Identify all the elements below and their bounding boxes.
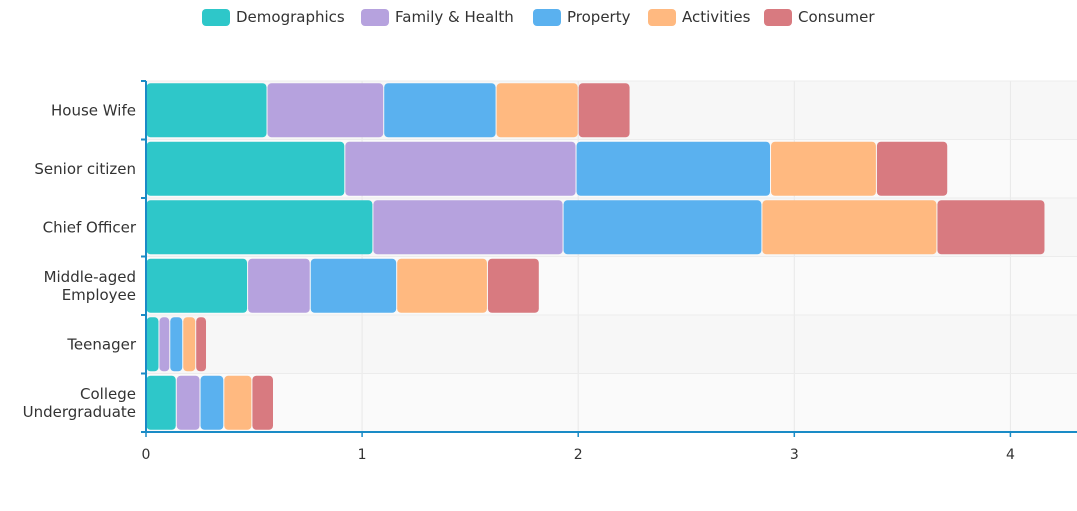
bar-property-teenager — [170, 317, 183, 372]
legend-label-family-and-health: Family & Health — [395, 8, 514, 26]
x-tick-label-1: 1 — [358, 447, 367, 463]
legend-swatch-family-and-health — [361, 8, 389, 26]
legend-swatch-demographics — [202, 8, 230, 26]
bar-property-college-undergraduate — [200, 375, 224, 430]
bar-demographics-house-wife — [146, 83, 267, 138]
bar-family-and-health-chief-officer — [373, 200, 563, 255]
x-tick-label-2: 2 — [574, 447, 583, 463]
legend: Demographics Family & Health Property Activ… — [0, 4, 1077, 30]
legend-item-demographics[interactable]: Demographics — [202, 4, 345, 30]
bar-demographics-senior-citizen — [146, 141, 345, 196]
bar-demographics-middle-aged-employee — [146, 258, 248, 313]
band-5 — [146, 373, 1077, 432]
x-tick-label-4: 4 — [1006, 447, 1015, 463]
bar-family-and-health-house-wife — [267, 83, 384, 138]
y-tick-label-middle-aged-employee: Middle-aged Employee — [44, 268, 136, 304]
y-tick-label-house-wife: House Wife — [51, 101, 136, 119]
bar-property-middle-aged-employee — [310, 258, 397, 313]
bar-consumer-senior-citizen — [876, 141, 948, 196]
bar-property-house-wife — [384, 83, 496, 138]
bar-family-and-health-college-undergraduate — [176, 375, 200, 430]
bar-family-and-health-senior-citizen — [345, 141, 576, 196]
y-tick-label-senior-citizen: Senior citizen — [34, 160, 136, 178]
legend-item-family-and-health[interactable]: Family & Health — [361, 4, 514, 30]
bar-property-chief-officer — [563, 200, 762, 255]
bar-activities-chief-officer — [762, 200, 937, 255]
bar-consumer-teenager — [196, 317, 207, 372]
bar-property-senior-citizen — [576, 141, 771, 196]
legend-label-activities: Activities — [682, 8, 751, 26]
x-tick-label-3: 3 — [790, 447, 799, 463]
legend-item-consumer[interactable]: Consumer — [764, 4, 875, 30]
legend-label-property: Property — [567, 8, 631, 26]
bar-activities-college-undergraduate — [224, 375, 252, 430]
bar-consumer-middle-aged-employee — [487, 258, 539, 313]
bar-activities-senior-citizen — [771, 141, 876, 196]
bar-activities-house-wife — [496, 83, 578, 138]
bar-consumer-college-undergraduate — [252, 375, 273, 430]
bar-demographics-college-undergraduate — [146, 375, 176, 430]
y-tick-label-college-undergraduate: College Undergraduate — [23, 385, 136, 421]
bar-activities-teenager — [183, 317, 196, 372]
x-tick-label-0: 0 — [142, 447, 151, 463]
band-4 — [146, 315, 1077, 374]
legend-swatch-consumer — [764, 8, 792, 26]
bar-demographics-teenager — [146, 317, 159, 372]
bar-activities-middle-aged-employee — [397, 258, 487, 313]
y-tick-label-chief-officer: Chief Officer — [43, 218, 137, 236]
y-tick-label-teenager: Teenager — [66, 335, 137, 353]
bar-consumer-chief-officer — [937, 200, 1045, 255]
legend-swatch-activities — [648, 8, 676, 26]
bar-family-and-health-middle-aged-employee — [248, 258, 310, 313]
legend-swatch-property — [533, 8, 561, 26]
legend-label-consumer: Consumer — [798, 8, 875, 26]
bar-consumer-house-wife — [578, 83, 630, 138]
legend-item-property[interactable]: Property — [533, 4, 630, 30]
bar-demographics-chief-officer — [146, 200, 373, 255]
bar-family-and-health-teenager — [159, 317, 170, 372]
legend-item-activities[interactable]: Activities — [648, 4, 750, 30]
legend-label-demographics: Demographics — [236, 8, 345, 26]
